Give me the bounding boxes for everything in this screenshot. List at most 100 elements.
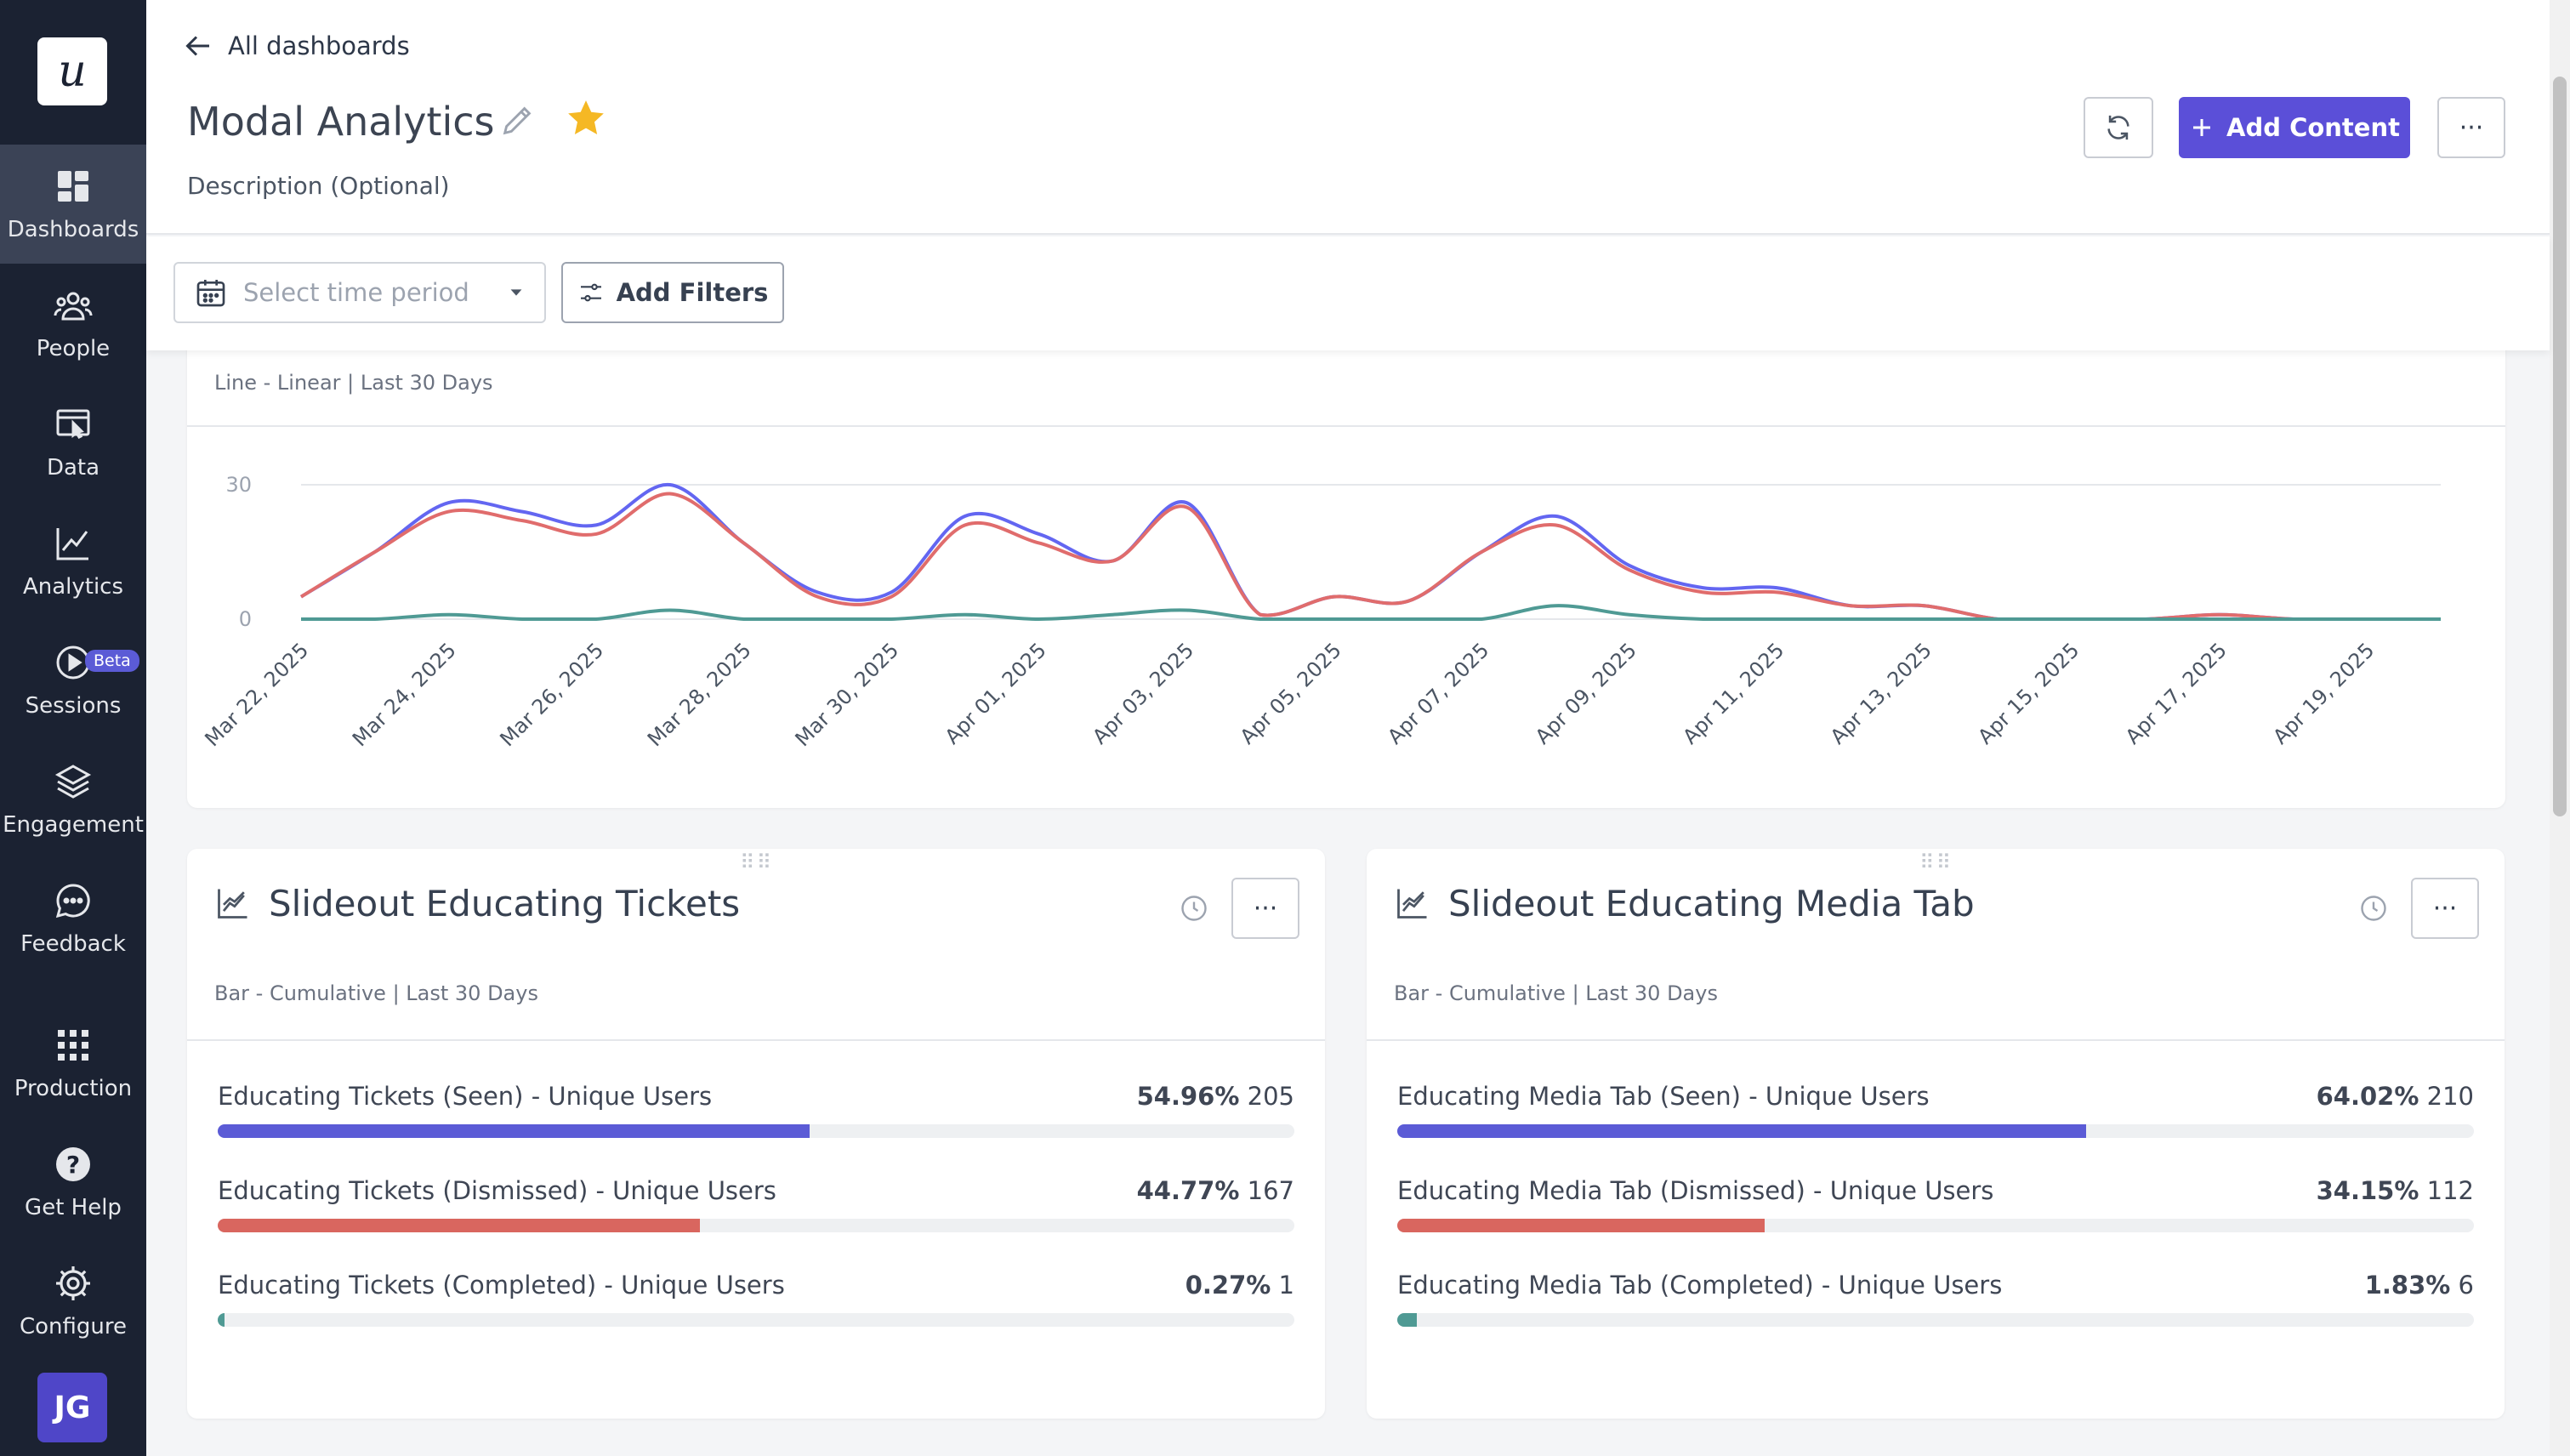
card-more-button[interactable]: ···	[2411, 878, 2479, 939]
caret-down-icon	[510, 289, 522, 296]
chart-type-icon	[218, 889, 247, 919]
plus-icon	[2193, 119, 2211, 136]
progress-fill	[218, 1313, 225, 1327]
scrollbar-thumb[interactable]	[2553, 77, 2567, 816]
metric-percent: 1.83%	[2364, 1271, 2451, 1300]
x-tick-label: Mar 26, 2025	[495, 638, 608, 751]
progress-track	[1397, 1124, 2474, 1138]
metric-label: Educating Tickets (Seen) - Unique Users	[218, 1082, 713, 1111]
sidebar-item-production[interactable]: Production	[0, 1004, 146, 1123]
sidebar-item-engagement[interactable]: Engagement	[0, 740, 146, 859]
card-title: Slideout Educating Tickets	[269, 883, 741, 924]
sidebar-item-label: Analytics	[22, 574, 124, 600]
sidebar-item-data[interactable]: Data	[0, 383, 146, 502]
progress-track	[1397, 1219, 2474, 1232]
drag-handle[interactable]: ⠿⠿	[1919, 850, 1953, 874]
chart-subtitle: Line - Linear | Last 30 Days	[214, 371, 493, 395]
sidebar-item-dashboards[interactable]: Dashboards	[0, 145, 146, 264]
bar-chart-card: ⠿⠿ Slideout Educating Tickets ··· Bar - Cum…	[187, 849, 1325, 1419]
calendar-icon	[196, 280, 225, 307]
time-period-placeholder: Select time period	[243, 278, 469, 307]
y-tick-label: 0	[239, 607, 252, 631]
progress-fill	[1397, 1313, 1418, 1327]
line-chart: 30 0 Mar 22, 2025 Mar 24, 2025 Mar 26, 2025 M…	[200, 473, 2441, 751]
sidebar-item-people[interactable]: People	[0, 264, 146, 383]
x-tick-label: Apr 05, 2025	[1236, 638, 1346, 748]
metric-percent: 44.77%	[1136, 1176, 1240, 1205]
refresh-icon	[2107, 115, 2129, 140]
metric-value: 54.96% 205	[1137, 1082, 1294, 1111]
drag-handle[interactable]: ⠿⠿	[740, 850, 774, 874]
x-tick-label: Apr 03, 2025	[1088, 638, 1198, 748]
engagement-icon	[54, 765, 92, 799]
metric-count: 112	[2426, 1176, 2474, 1205]
filter-bar: Select time period Add Filters	[146, 236, 2550, 350]
back-to-dashboards-link[interactable]: All dashboards	[184, 31, 410, 61]
sidebar-item-get-help[interactable]: ? Get Help	[0, 1123, 146, 1242]
metric-label: Educating Media Tab (Dismissed) - Unique…	[1397, 1176, 1994, 1205]
description-field[interactable]: Description (Optional)	[187, 172, 450, 200]
metric-count: 1	[1278, 1271, 1294, 1300]
x-tick-label: Apr 19, 2025	[2268, 638, 2379, 748]
progress-track	[1397, 1313, 2474, 1327]
x-tick-label: Mar 28, 2025	[643, 638, 756, 751]
metric-percent: 54.96%	[1136, 1082, 1240, 1111]
x-tick-label: Apr 13, 2025	[1826, 638, 1936, 748]
line-chart-card: Line - Linear | Last 30 Days 30 0 Mar 22, …	[187, 332, 2505, 808]
metric-label: Educating Tickets (Dismissed) - Unique U…	[218, 1176, 776, 1205]
chart-type-icon	[1397, 889, 1427, 919]
page-title: Modal Analytics	[187, 99, 495, 145]
sidebar-item-label: People	[36, 336, 111, 361]
card-title: Slideout Educating Media Tab	[1448, 883, 1975, 924]
x-tick-label: Mar 24, 2025	[348, 638, 461, 751]
x-tick-label: Mar 30, 2025	[791, 638, 904, 751]
add-content-button[interactable]: Add Content	[2179, 97, 2410, 158]
progress-fill	[1397, 1124, 2087, 1138]
star-icon[interactable]	[565, 97, 607, 139]
sidebar-item-label: Sessions	[25, 693, 122, 719]
metric-count: 205	[1247, 1082, 1294, 1111]
clock-icon[interactable]	[2358, 893, 2389, 924]
clock-icon[interactable]	[1179, 893, 1209, 924]
metric-value: 64.02% 210	[2317, 1082, 2474, 1111]
time-period-select[interactable]: Select time period	[173, 262, 546, 323]
arrow-left-icon	[185, 36, 209, 56]
metric-count: 210	[2426, 1082, 2474, 1111]
gear-icon	[56, 1266, 90, 1300]
card-divider	[1367, 1039, 2505, 1041]
metric-label: Educating Tickets (Completed) - Unique U…	[218, 1271, 785, 1300]
pencil-icon[interactable]	[498, 100, 537, 139]
x-tick-label: Apr 15, 2025	[1973, 638, 2084, 748]
metric-percent: 34.15%	[2316, 1176, 2419, 1205]
add-filters-button[interactable]: Add Filters	[561, 262, 784, 323]
metric-value: 44.77% 167	[1137, 1176, 1294, 1205]
metric-label: Educating Media Tab (Completed) - Unique…	[1397, 1271, 2003, 1300]
people-icon	[54, 292, 93, 321]
dashboards-icon	[58, 171, 88, 202]
x-tick-label: Apr 07, 2025	[1383, 638, 1493, 748]
sidebar: u Dashboards People Data Analytics Sessi…	[0, 0, 146, 1456]
metric-label: Educating Media Tab (Seen) - Unique User…	[1397, 1082, 1930, 1111]
add-filters-label: Add Filters	[616, 278, 769, 307]
sidebar-item-label: Engagement	[3, 812, 144, 838]
add-content-label: Add Content	[2226, 113, 2400, 142]
sidebar-item-feedback[interactable]: Feedback	[0, 859, 146, 978]
y-tick-label: 30	[225, 473, 252, 497]
sidebar-item-analytics[interactable]: Analytics	[0, 502, 146, 621]
x-tick-label: Mar 22, 2025	[200, 638, 313, 751]
card-divider	[187, 1039, 1325, 1041]
beta-badge: Beta	[85, 650, 139, 672]
card-more-button[interactable]: ···	[1231, 878, 1299, 939]
avatar[interactable]: JG	[37, 1373, 107, 1442]
refresh-button[interactable]	[2084, 97, 2153, 158]
scrollbar[interactable]	[2550, 0, 2570, 1456]
x-tick-label: Apr 01, 2025	[941, 638, 1051, 748]
dashboard-more-button[interactable]: ···	[2437, 97, 2505, 158]
sidebar-item-sessions[interactable]: Sessions Beta	[0, 621, 146, 740]
page-header: All dashboards Modal Analytics Descripti…	[146, 0, 2550, 235]
sidebar-item-label: Configure	[19, 1314, 127, 1339]
sidebar-item-label: Get Help	[25, 1195, 122, 1220]
app-logo[interactable]: u	[37, 37, 107, 105]
sidebar-item-configure[interactable]: Configure	[0, 1242, 146, 1361]
x-tick-label: Apr 17, 2025	[2121, 638, 2232, 748]
